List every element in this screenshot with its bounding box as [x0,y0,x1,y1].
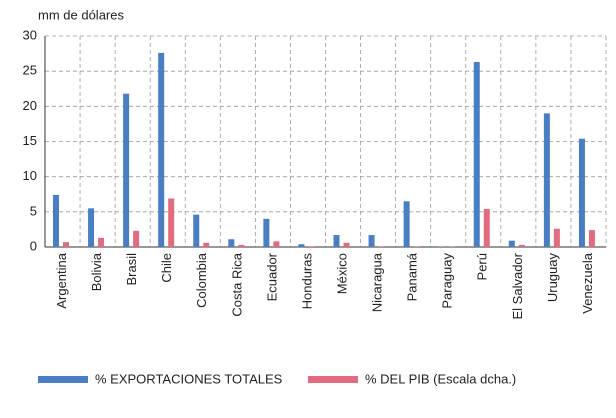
bar [333,235,340,247]
bar [578,138,585,247]
legend-swatch [38,376,88,383]
bar [368,235,375,247]
bar [588,230,595,247]
legend-label: % DEL PIB (Escala dcha.) [365,371,516,386]
y-tick-label: 10 [23,168,37,183]
x-tick-label: Nicaragua [370,252,385,312]
x-tick-label: Bolivia [89,252,104,291]
bar [553,228,560,247]
x-tick-label: Venezuela [580,252,595,313]
x-tick-label: Uruguay [545,253,560,303]
bar [298,244,305,247]
bar [193,214,200,247]
bar [123,93,130,247]
x-tick-label: Brasil [124,253,139,286]
bar [473,62,480,248]
bar [413,246,420,247]
bar [158,52,165,247]
y-axis-label: mm de dólares [38,7,124,22]
bar [98,237,105,247]
bar [203,242,210,247]
bar [483,209,490,247]
bar [88,208,95,247]
y-tick-label: 25 [23,63,37,78]
x-tick-label: Argentina [54,252,69,308]
x-tick-label: Honduras [299,253,314,310]
bar [343,242,350,247]
x-tick-label: Panamá [405,252,420,301]
bar [508,240,515,247]
y-tick-label: 15 [23,133,37,148]
x-tick-label: Perú [475,253,490,280]
bar [543,113,550,247]
bar [238,244,245,247]
bar [228,239,235,247]
x-tick-label: Colombia [194,252,209,308]
y-tick-label: 20 [23,98,37,113]
bar [403,201,410,247]
x-tick-label: Chile [159,253,174,283]
x-tick-label: Paraguay [440,253,455,309]
bar [273,241,280,247]
x-tick-label: Costa Rica [229,252,244,316]
x-tick-label: Ecuador [264,252,279,301]
x-tick-label: El Salvador [510,252,525,319]
bar [168,198,175,247]
legend-label: % EXPORTACIONES TOTALES [95,371,283,386]
x-tick-label: México [334,253,349,294]
bar [378,246,385,247]
y-tick-label: 30 [23,27,37,42]
bar [308,246,315,247]
bar [53,194,59,247]
bar [263,218,270,247]
bar [63,242,69,247]
y-tick-label: 5 [30,203,37,218]
bar [133,230,140,247]
bar [518,244,525,247]
y-tick-label: 0 [30,238,37,253]
legend-swatch [308,376,358,383]
